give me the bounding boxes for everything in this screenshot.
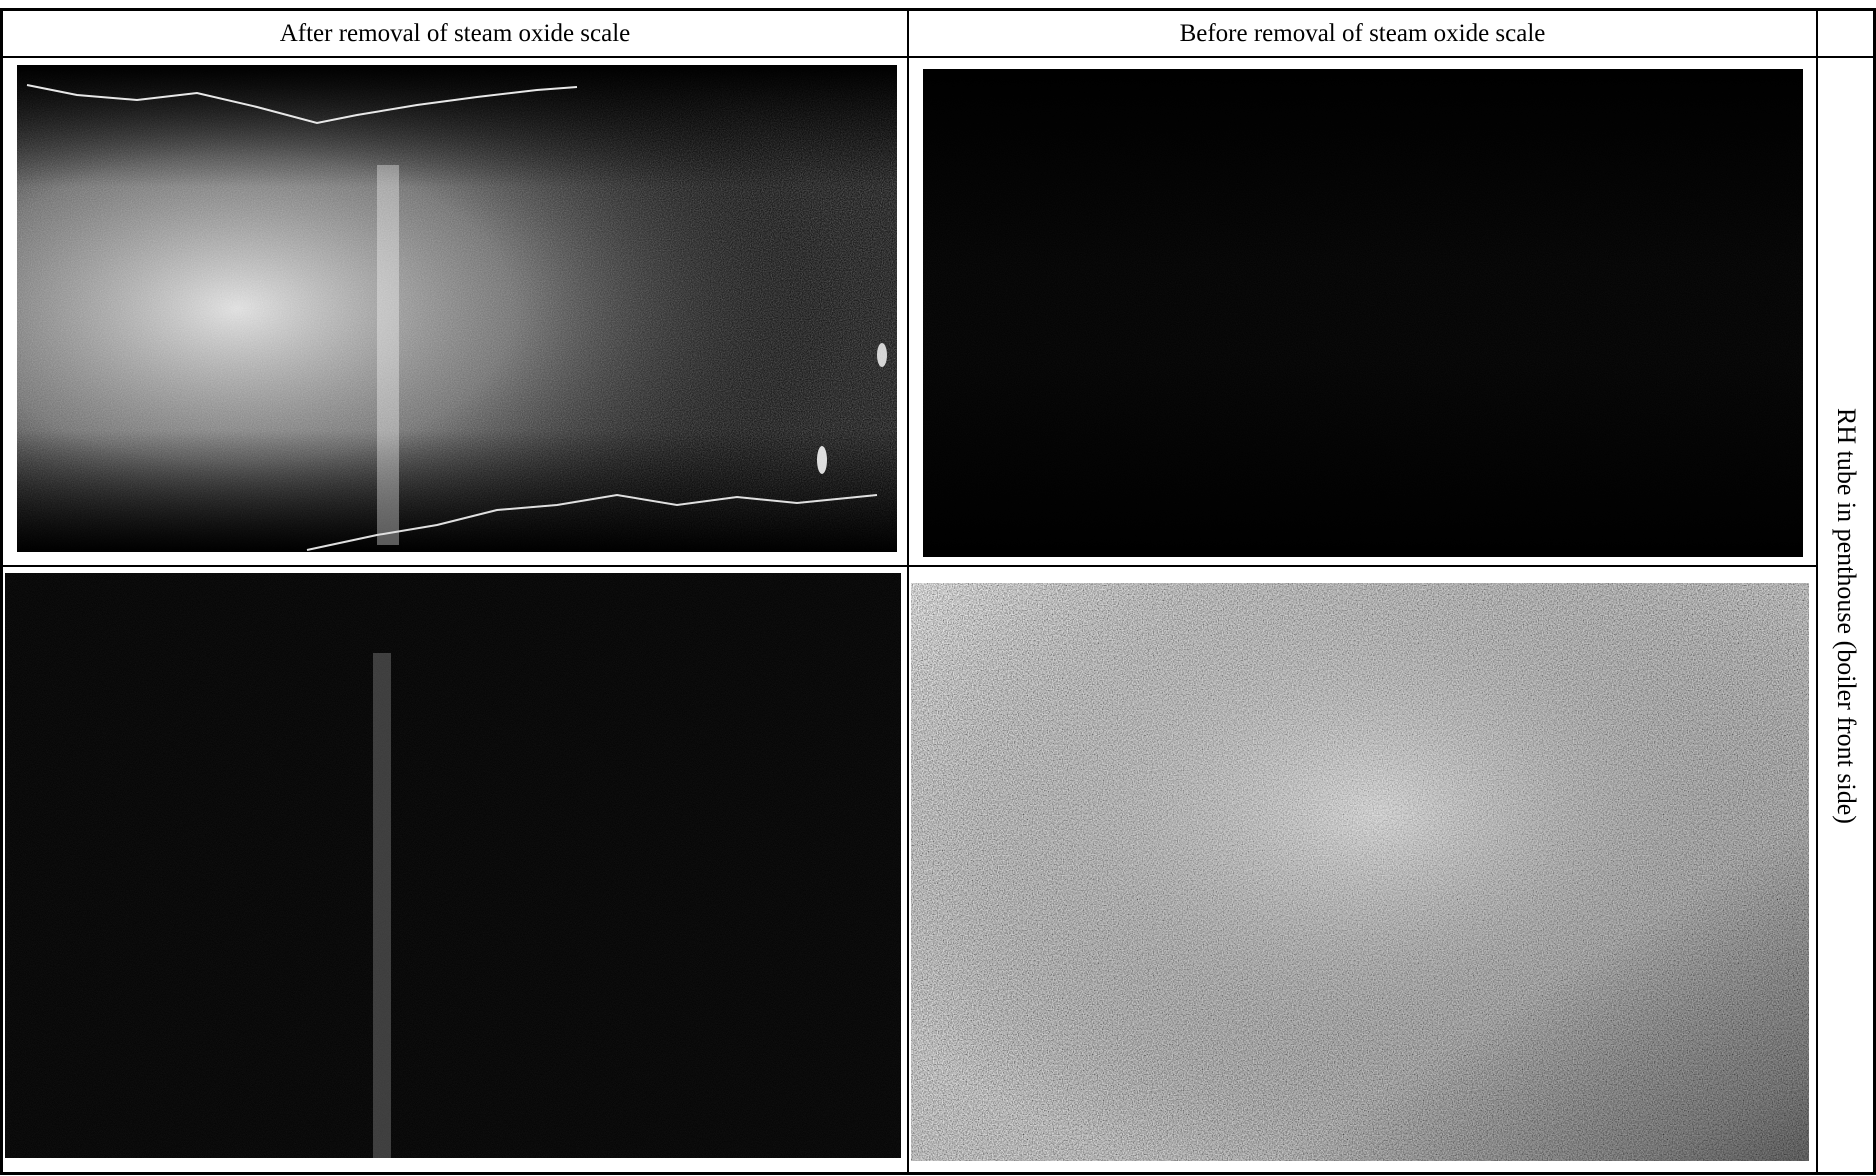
- photo-before-removal-top: [923, 69, 1803, 557]
- photo-after-removal-bottom: [5, 573, 901, 1158]
- row-label: RH tube in penthouse (boiler front side): [1832, 407, 1862, 824]
- photo-before-removal-bottom: [911, 583, 1809, 1161]
- label-column-divider: [1816, 8, 1818, 1175]
- table-border-top: [0, 8, 1876, 11]
- table-border-bottom: [0, 1172, 1876, 1175]
- row-label-cell: RH tube in penthouse (boiler front side): [1818, 58, 1874, 1173]
- table-border-left: [0, 8, 3, 1175]
- header-before-removal: Before removal of steam oxide scale: [909, 11, 1816, 56]
- header-before-removal-text: Before removal of steam oxide scale: [1179, 19, 1546, 47]
- column-divider: [907, 8, 909, 1175]
- header-after-removal: After removal of steam oxide scale: [3, 11, 907, 56]
- header-divider: [0, 56, 1876, 58]
- photo-after-removal-top: [17, 65, 897, 552]
- row-divider: [0, 565, 1818, 567]
- table-border-right: [1873, 8, 1876, 1175]
- header-after-removal-text: After removal of steam oxide scale: [279, 19, 631, 47]
